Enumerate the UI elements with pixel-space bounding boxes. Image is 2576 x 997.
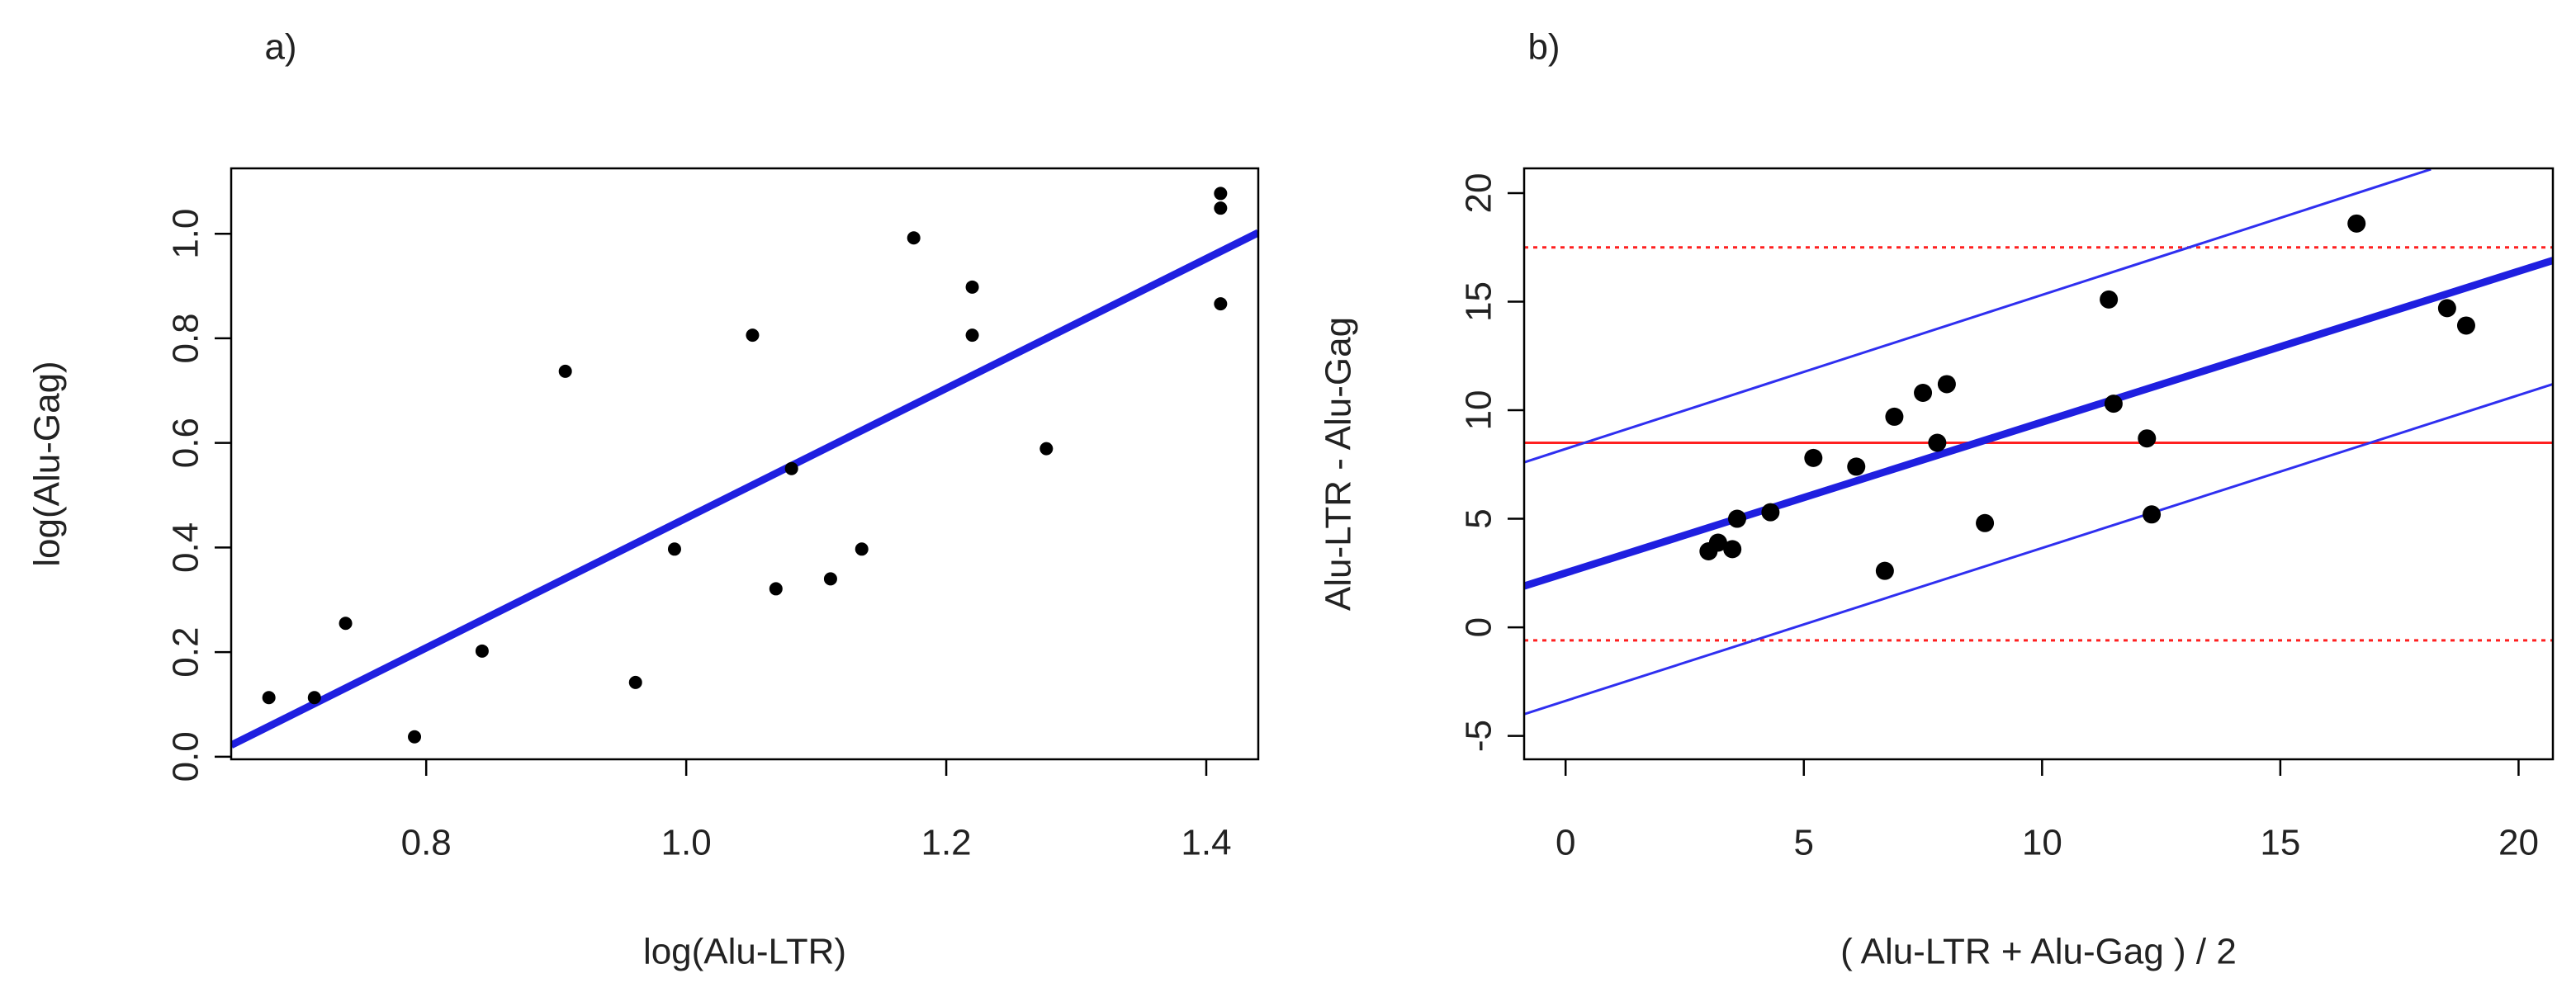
data-point — [769, 582, 783, 596]
data-point — [1039, 442, 1054, 456]
data-point — [1875, 561, 1894, 580]
y-tick-label: 0.2 — [166, 627, 206, 678]
data-point — [307, 691, 321, 705]
y-tick-label: 0.4 — [166, 522, 206, 573]
data-point — [907, 231, 921, 245]
data-point — [1976, 513, 1995, 532]
x-tick-label: 5 — [1794, 823, 1814, 863]
x-tick-label: 1.2 — [921, 823, 971, 863]
panel-label: b) — [1527, 27, 1560, 68]
data-point — [1723, 540, 1742, 559]
y-tick-label: 0.0 — [166, 731, 206, 782]
plot-frame — [1522, 167, 2555, 761]
y-tick-label: -5 — [1459, 720, 1499, 752]
data-point — [628, 675, 642, 689]
data-point — [2104, 395, 2123, 413]
data-point — [339, 617, 353, 631]
fit-line — [1524, 257, 2553, 590]
y-axis-label: Alu-LTR - Alu-Gag — [1319, 317, 1359, 611]
data-point — [784, 461, 798, 475]
y-tick-label: 10 — [1459, 390, 1499, 431]
y-tick-label: 0.8 — [166, 313, 206, 363]
fit-line — [231, 229, 1258, 749]
x-tick-label: 20 — [2498, 823, 2539, 863]
data-point — [1761, 503, 1780, 522]
data-point — [2138, 429, 2157, 448]
data-point — [1914, 383, 1933, 402]
y-tick-label: 5 — [1459, 508, 1499, 528]
data-point — [823, 572, 837, 586]
fit-line — [1524, 383, 2553, 716]
y-tick-label: 20 — [1459, 173, 1499, 214]
data-point — [1804, 448, 1823, 467]
data-point — [1928, 433, 1947, 452]
data-point — [1847, 457, 1866, 476]
y-tick-label: 1.0 — [166, 209, 206, 259]
x-axis-label: ( Alu-LTR + Alu-Gag ) / 2 — [1840, 932, 2237, 972]
plot-area — [231, 229, 1258, 749]
plot-frame — [230, 167, 1260, 761]
data-point — [262, 691, 276, 705]
data-point — [408, 730, 422, 744]
data-point — [1885, 407, 1904, 426]
y-tick-label: 0.6 — [166, 418, 206, 468]
data-point — [667, 542, 681, 556]
data-point — [1708, 533, 1727, 552]
x-tick-label: 0.8 — [401, 823, 452, 863]
y-axis-label: log(Alu-Gag) — [27, 361, 68, 566]
panel-label: a) — [264, 27, 296, 68]
data-point — [2100, 290, 2119, 309]
x-tick-label: 1.4 — [1181, 823, 1231, 863]
data-point — [1214, 187, 1228, 201]
x-tick-label: 10 — [2022, 823, 2062, 863]
fit-line — [1524, 168, 2432, 464]
x-tick-label: 1.0 — [661, 823, 712, 863]
data-point — [1727, 509, 1746, 528]
data-point — [1214, 297, 1228, 311]
x-tick-label: 15 — [2260, 823, 2300, 863]
data-point — [475, 644, 489, 658]
data-point — [965, 328, 979, 343]
data-point — [1214, 201, 1228, 215]
data-point — [2143, 505, 2162, 524]
y-tick-label: 15 — [1459, 281, 1499, 322]
data-point — [2347, 214, 2366, 233]
plot-area — [1524, 168, 2553, 716]
data-point — [2456, 316, 2475, 335]
data-point — [746, 328, 760, 343]
data-point — [1937, 375, 1956, 394]
data-point — [855, 542, 869, 556]
data-point — [2437, 299, 2456, 318]
y-tick-label: 0 — [1459, 617, 1499, 637]
x-axis-label: log(Alu-LTR) — [643, 932, 846, 972]
x-tick-label: 0 — [1556, 823, 1575, 863]
data-point — [965, 280, 979, 294]
data-point — [558, 364, 572, 378]
